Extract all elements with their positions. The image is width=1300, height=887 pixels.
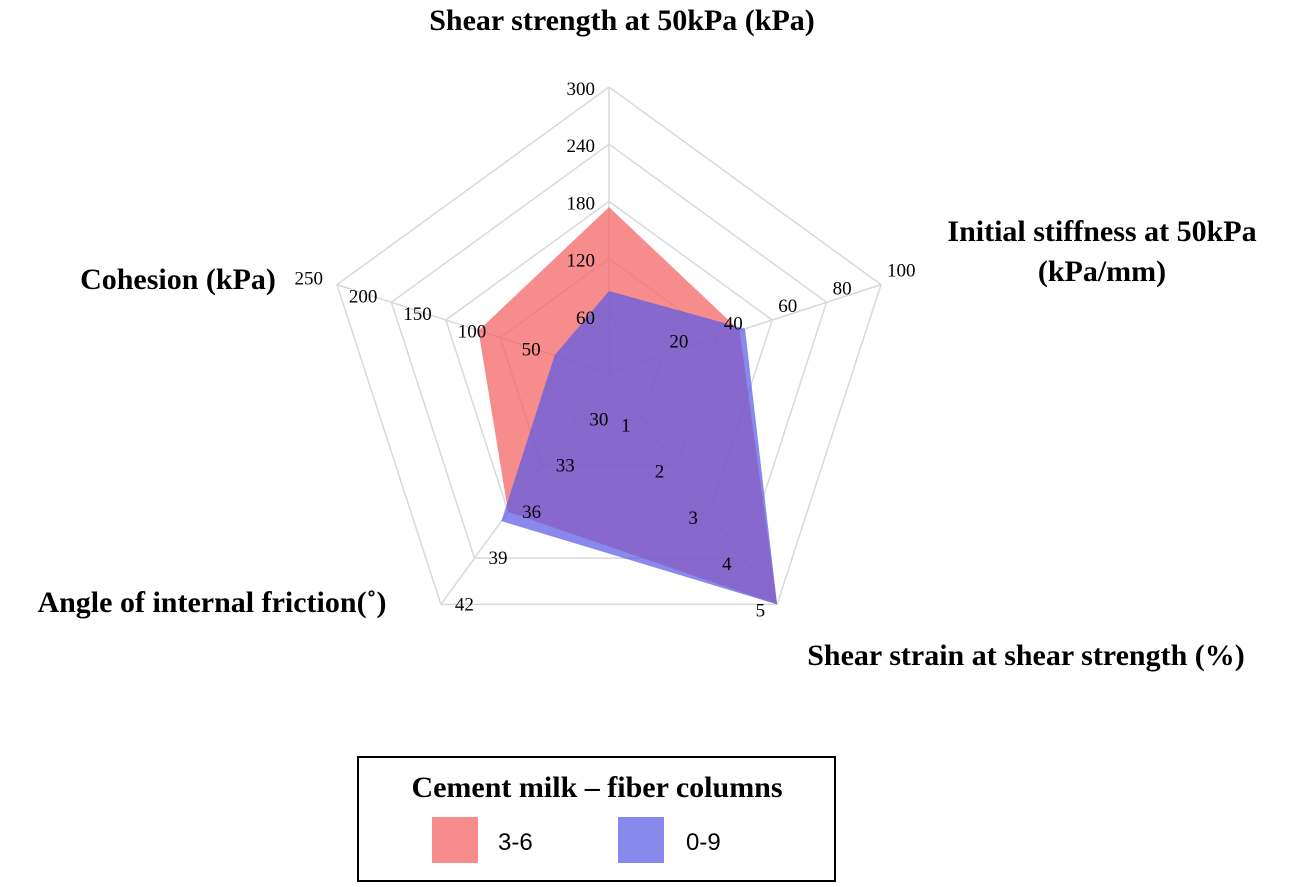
legend-label-series-1: 3-6 [498,829,533,856]
tick-label: 300 [567,79,596,100]
radar-series [478,207,778,605]
legend-swatch-series-1 [432,817,478,863]
axis-title: Cohesion (kPa) [80,263,276,296]
tick-label: 150 [403,304,432,325]
tick-label: 250 [294,269,323,290]
tick-label: 42 [455,594,474,615]
tick-label: 30 [589,409,608,430]
axis-title: Initial stiffness at 50kPa [947,215,1256,248]
axis-title: (kPa/mm) [1038,255,1166,288]
tick-label: 39 [489,548,508,569]
tick-label: 50 [522,339,541,360]
tick-label: 120 [567,251,596,272]
tick-label: 100 [458,322,487,343]
tick-label: 240 [567,136,596,157]
tick-label: 4 [722,554,732,575]
axis-title: Shear strain at shear strength (%) [807,639,1245,672]
tick-label: 20 [669,331,688,352]
tick-label: 1 [621,415,631,436]
axis-title: Shear strength at 50kPa (kPa) [429,4,815,37]
tick-label: 80 [833,278,852,299]
legend-label-series-2: 0-9 [686,829,721,856]
legend: Cement milk – fiber columns 3-6 0-9 [357,756,836,882]
grid-ring [336,86,882,606]
legend-title: Cement milk – fiber columns [411,771,782,804]
tick-label: 100 [887,261,916,282]
tick-labels: 60 120 180 240 300 20 40 60 80 100 1 2 3 4 5 30 33 36 39 42… [294,79,915,621]
tick-label: 40 [724,314,743,335]
axis-titles: Shear strength at 50kPa (kPa) Initial sti… [37,4,1256,672]
tick-label: 5 [756,600,766,621]
tick-label: 180 [567,193,596,214]
tick-label: 60 [576,308,595,329]
legend-swatch-series-2 [618,817,664,863]
tick-label: 60 [778,296,797,317]
tick-label: 200 [349,286,378,307]
grid-ring [390,143,828,559]
axis-title: Angle of internal friction(˚) [37,586,386,619]
series-area-2 [501,291,778,605]
tick-label: 3 [688,508,698,529]
tick-label: 33 [556,456,575,477]
tick-label: 36 [522,502,541,523]
tick-label: 2 [655,462,665,483]
